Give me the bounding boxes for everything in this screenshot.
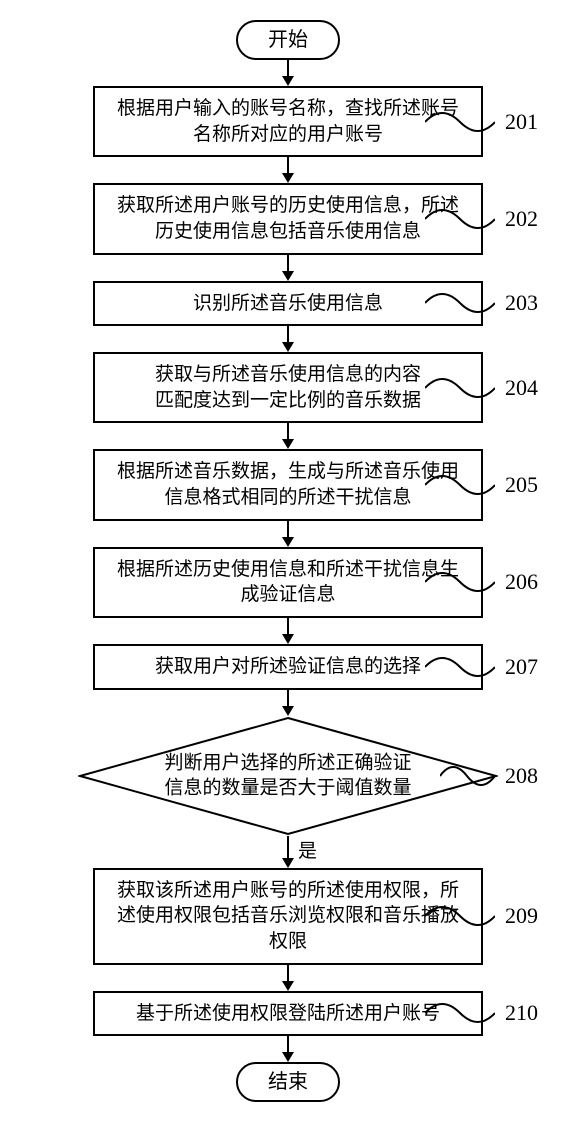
arrow-202 [10, 255, 566, 281]
step-204-line1: 获取与所述音乐使用信息的内容 [155, 364, 421, 385]
step-208-decision: 判断用户选择的所述正确验证 信息的数量是否大于阈值数量 [78, 716, 498, 836]
step-209-line3: 权限 [269, 931, 307, 952]
wave-203 [425, 288, 495, 318]
step-202-row: 获取所述用户账号的历史使用信息，所述 历史使用信息包括音乐使用信息 202 [10, 183, 566, 254]
wave-209 [425, 901, 495, 931]
label-210: 210 [505, 1000, 538, 1026]
step-201-row: 根据用户输入的账号名称，查找所述账号 名称所对应的用户账号 201 [10, 86, 566, 157]
step-204-line2: 匹配度达到一定比例的音乐数据 [155, 390, 421, 411]
step-206-line2: 成验证信息 [240, 584, 335, 605]
step-206-row: 根据所述历史使用信息和所述干扰信息生 成验证信息 206 [10, 547, 566, 618]
step-202-line1: 获取所述用户账号的历史使用信息，所述 [117, 195, 459, 216]
arrow-start [10, 60, 566, 86]
step-202-line2: 历史使用信息包括音乐使用信息 [155, 221, 421, 242]
end-terminator: 结束 [236, 1062, 340, 1102]
label-208: 208 [505, 763, 538, 789]
step-205-row: 根据所述音乐数据，生成与所述音乐使用 信息格式相同的所述干扰信息 205 [10, 449, 566, 520]
label-201: 201 [505, 109, 538, 135]
arrow-204 [10, 423, 566, 449]
wave-205 [425, 470, 495, 500]
label-202: 202 [505, 206, 538, 232]
step-203-row: 识别所述音乐使用信息 203 [10, 281, 566, 327]
step-208-line1: 判断用户选择的所述正确验证 [164, 752, 411, 773]
arrow-207 [10, 690, 566, 716]
wave-207 [425, 652, 495, 682]
label-203: 203 [505, 290, 538, 316]
step-209-row: 获取该所述用户账号的所述使用权限，所 述使用权限包括音乐浏览权限和音乐播放 权限… [10, 868, 566, 965]
step-203-line1: 识别所述音乐使用信息 [193, 293, 383, 314]
step-208-line2: 信息的数量是否大于阈值数量 [164, 778, 411, 799]
step-204-row: 获取与所述音乐使用信息的内容 匹配度达到一定比例的音乐数据 204 [10, 352, 566, 423]
arrow-209 [10, 965, 566, 991]
step-205-line2: 信息格式相同的所述干扰信息 [164, 487, 411, 508]
step-207-line1: 获取用户对所述验证信息的选择 [155, 656, 421, 677]
end-row: 结束 [10, 1062, 566, 1102]
step-208-text: 判断用户选择的所述正确验证 信息的数量是否大于阈值数量 [128, 750, 448, 801]
step-207-row: 获取用户对所述验证信息的选择 207 [10, 644, 566, 690]
step-201-line1: 根据用户输入的账号名称，查找所述账号 [117, 98, 459, 119]
step-209-line2: 述使用权限包括音乐浏览权限和音乐播放 [117, 905, 459, 926]
arrow-210 [10, 1036, 566, 1062]
step-205-line1: 根据所述音乐数据，生成与所述音乐使用 [117, 461, 459, 482]
wave-206 [425, 567, 495, 597]
arrow-208: 是 [10, 836, 566, 868]
step-209-line1: 获取该所述用户账号的所述使用权限，所 [117, 880, 459, 901]
step-210-line1: 基于所述使用权限登陆所述用户账号 [136, 1003, 440, 1024]
label-204: 204 [505, 375, 538, 401]
arrow-201 [10, 157, 566, 183]
step-206-line1: 根据所述历史使用信息和所述干扰信息生 [117, 559, 459, 580]
flowchart-container: 开始 根据用户输入的账号名称，查找所述账号 名称所对应的用户账号 201 获取所… [10, 20, 566, 1102]
step-208-row: 判断用户选择的所述正确验证 信息的数量是否大于阈值数量 208 [10, 716, 566, 836]
label-206: 206 [505, 569, 538, 595]
wave-210 [425, 998, 495, 1028]
label-209: 209 [505, 903, 538, 929]
label-205: 205 [505, 472, 538, 498]
start-row: 开始 [10, 20, 566, 60]
label-207: 207 [505, 654, 538, 680]
step-201-line2: 名称所对应的用户账号 [193, 124, 383, 145]
wave-201 [425, 107, 495, 137]
wave-202 [425, 204, 495, 234]
yes-label: 是 [298, 836, 317, 863]
step-210-row: 基于所述使用权限登陆所述用户账号 210 [10, 991, 566, 1037]
arrow-205 [10, 521, 566, 547]
arrow-203 [10, 326, 566, 352]
start-terminator: 开始 [236, 20, 340, 60]
wave-208 [440, 761, 495, 791]
arrow-206 [10, 618, 566, 644]
wave-204 [425, 373, 495, 403]
